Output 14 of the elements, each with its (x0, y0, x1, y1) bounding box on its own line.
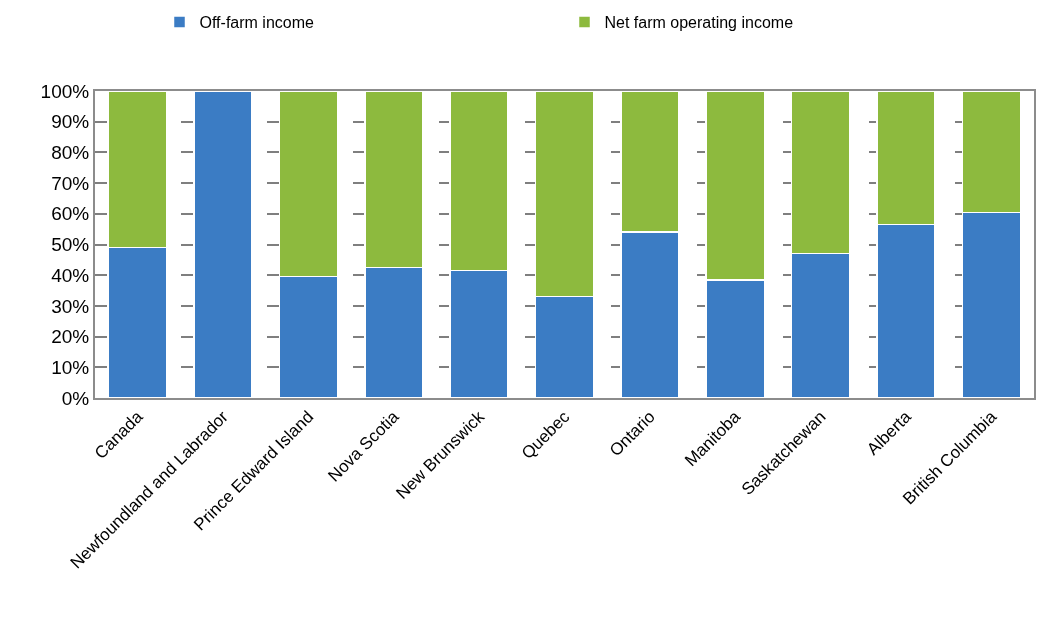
y-tick-label: 10% (51, 356, 90, 378)
legend-label: Net farm operating income (604, 14, 794, 32)
y-tick-label: 30% (51, 295, 90, 317)
y-tick-label: 50% (51, 234, 90, 256)
y-tick-label: 80% (51, 142, 90, 164)
legend-label: Off-farm income (199, 14, 314, 32)
y-tick-label: 100% (40, 80, 90, 102)
y-tick-label: 40% (51, 264, 90, 286)
bar (193, 91, 253, 398)
y-tick-label: 60% (51, 203, 90, 225)
y-tick-label: 90% (51, 111, 90, 133)
y-tick-label: 0% (61, 387, 90, 409)
y-tick-label: 70% (51, 172, 90, 194)
y-tick-label: 20% (51, 326, 90, 348)
